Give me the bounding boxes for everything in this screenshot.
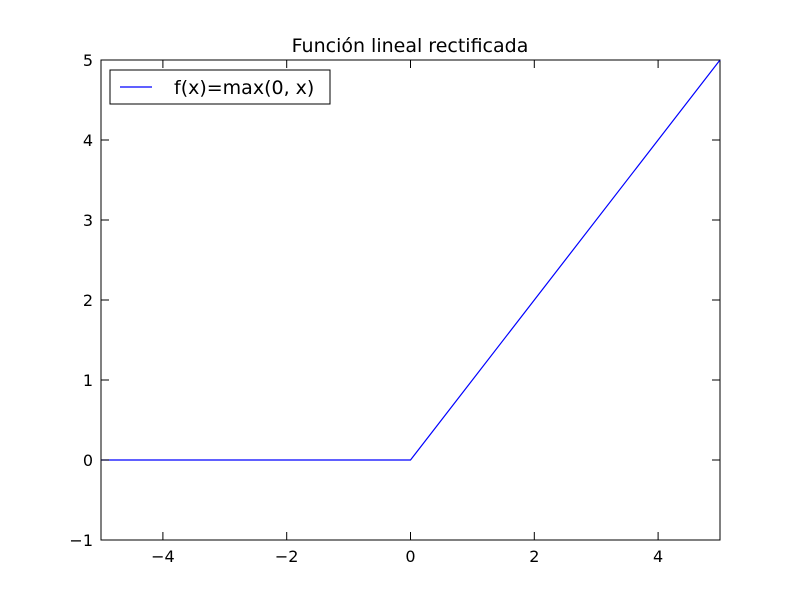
x-tick-label: 4	[653, 547, 663, 566]
x-tick-label: −4	[151, 547, 175, 566]
x-tick-label: −2	[275, 547, 299, 566]
x-ticks: −4 −2 0 2 4	[151, 60, 663, 566]
legend: f(x)=max(0, x)	[109, 69, 331, 105]
chart-title: Función lineal rectificada	[292, 35, 529, 57]
y-tick-label: 5	[83, 51, 93, 70]
y-tick-label: 4	[83, 131, 93, 150]
y-tick-label: 1	[83, 371, 93, 390]
x-tick-label: 0	[405, 547, 415, 566]
y-tick-label: 0	[83, 451, 93, 470]
y-ticks: −1 0 1 2 3 4 5	[69, 51, 720, 550]
series-layer	[101, 59, 721, 461]
axes-frame	[100, 59, 721, 541]
y-tick-label: 2	[83, 291, 93, 310]
x-tick-label: 2	[529, 547, 539, 566]
y-tick-label: −1	[69, 531, 93, 550]
plot-area: −4 −2 0 2 4 −1 0 1 2 3 4 5	[69, 51, 721, 566]
legend-label: f(x)=max(0, x)	[174, 77, 314, 99]
y-tick-label: 3	[83, 211, 93, 230]
series-line-0	[101, 59, 721, 461]
